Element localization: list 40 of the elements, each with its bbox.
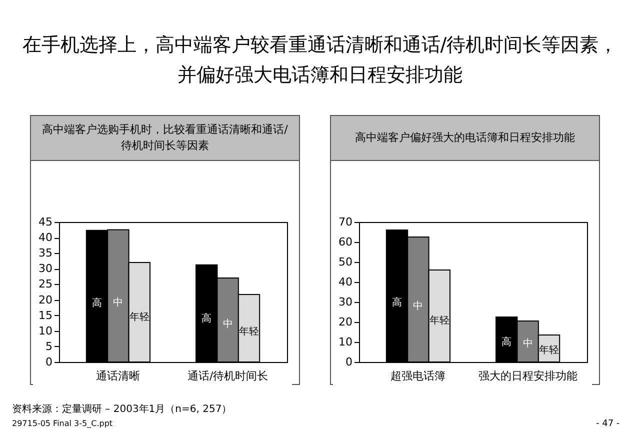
y-tick-label: 15 [38,308,52,322]
y-tick-label: 30 [338,296,352,308]
series-label: 高 [392,296,402,309]
text: 资料来源：定量调研 – 2003年1月（n=6, 257） [12,402,232,416]
y-tick-label: 20 [338,316,352,328]
series-label: 中 [413,300,424,312]
chart-subtitle: 高中端客户选购手机时，比较看重通话清晰和通话/待机时间长等因素 [31,116,299,161]
series-label: 年轻 [429,314,450,327]
y-tick-label: 40 [338,276,352,288]
y-tick-label: 0 [346,356,352,368]
y-tick-label: 35 [38,246,52,260]
text: 中 [522,338,533,350]
text: 年轻 [539,344,559,356]
series-label: 中 [113,296,124,308]
y-tick-label: 30 [38,262,52,276]
y-tick-label: 20 [38,293,52,306]
y-tick-label: 0 [46,356,52,368]
text: 29715-05 Final 3-5_C.ppt [12,419,113,428]
y-tick-label: 10 [38,324,52,338]
y-tick-label: 45 [38,216,52,228]
y-tick-label: 50 [338,256,352,268]
y-tick-label: 10 [338,336,352,348]
text: - 47 - [596,419,620,429]
y-tick-label: 5 [46,340,52,353]
chart-title: 在手机选择上，高中端客户较看重通话清晰和通话/待机时间长等因素，并偏好强大电话簿和日程安排功能 [21,33,619,88]
text: 中 [222,319,233,330]
series-label: 高 [92,296,102,309]
chart-subtitle: 高中端客户偏好强大的电话簿和日程安排功能 [331,116,599,161]
text: 高 [202,313,212,324]
x-tick-label: 强大的日程安排功能 [478,370,578,382]
x-tick-label: 通话/待机时间长 [187,370,268,382]
x-tick-label: 超强电话簿 [390,370,446,382]
y-tick-label: 60 [338,236,352,248]
y-tick-label: 70 [338,216,352,228]
y-tick-label: 25 [38,278,52,291]
x-tick-label: 通话清晰 [96,370,140,382]
y-tick-label: 40 [38,231,52,244]
series-label: 年轻 [129,311,150,324]
text: 高 [502,336,512,348]
text: 年轻 [239,326,259,338]
